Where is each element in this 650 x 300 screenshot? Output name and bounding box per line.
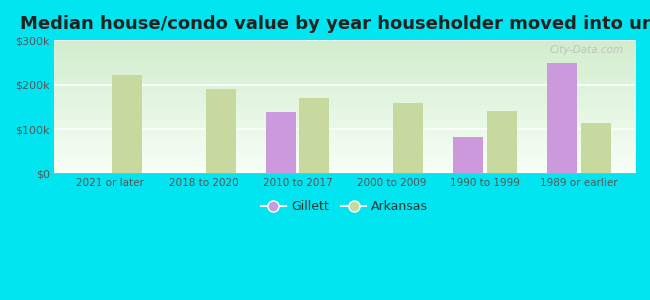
- Title: Median house/condo value by year householder moved into unit: Median house/condo value by year househo…: [20, 15, 650, 33]
- Bar: [487, 111, 517, 173]
- Bar: [266, 112, 296, 173]
- Bar: [580, 123, 610, 173]
- Bar: [547, 63, 577, 173]
- Text: City-Data.com: City-Data.com: [549, 45, 623, 56]
- Bar: [112, 75, 142, 173]
- Legend: Gillett, Arkansas: Gillett, Arkansas: [255, 195, 433, 218]
- Bar: [300, 98, 330, 173]
- Bar: [205, 89, 236, 173]
- Bar: [453, 137, 483, 173]
- Bar: [393, 103, 423, 173]
